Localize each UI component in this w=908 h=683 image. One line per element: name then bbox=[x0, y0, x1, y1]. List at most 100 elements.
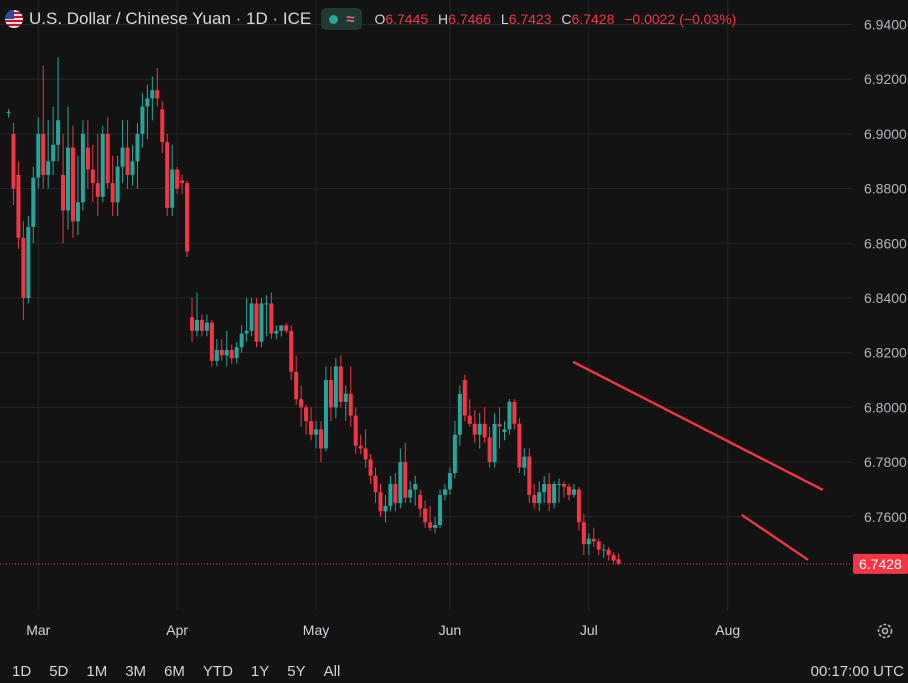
candle bbox=[423, 500, 428, 528]
candle bbox=[274, 325, 279, 340]
candle-body bbox=[190, 317, 195, 331]
candle bbox=[393, 473, 398, 512]
candle bbox=[36, 117, 41, 189]
range-5d[interactable]: 5D bbox=[49, 663, 69, 680]
trendline[interactable] bbox=[572, 361, 824, 491]
candle-body bbox=[175, 169, 180, 189]
month-tick-label: May bbox=[303, 622, 329, 638]
candle bbox=[299, 385, 304, 427]
range-5y[interactable]: 5Y bbox=[287, 663, 306, 680]
candle bbox=[110, 155, 115, 216]
candle-body bbox=[185, 183, 190, 252]
candle-body bbox=[477, 423, 482, 435]
candle bbox=[219, 339, 224, 361]
last-price-badge-bg bbox=[853, 553, 908, 574]
candle-body bbox=[229, 349, 234, 359]
settings-gear-icon[interactable] bbox=[876, 622, 894, 640]
candle-body bbox=[100, 133, 105, 197]
trendlines[interactable] bbox=[572, 361, 824, 561]
candle bbox=[398, 448, 403, 509]
candle-body bbox=[209, 322, 214, 361]
range-ytd[interactable]: YTD bbox=[202, 663, 233, 680]
range-6m[interactable]: 6M bbox=[164, 663, 185, 680]
candle bbox=[130, 144, 135, 186]
candle bbox=[190, 298, 195, 342]
candle bbox=[304, 404, 309, 435]
candle-body bbox=[170, 169, 175, 208]
candle-body bbox=[70, 147, 75, 222]
time-axis[interactable]: Mar Apr May Jun Jul Aug bbox=[26, 622, 740, 638]
candle-body bbox=[294, 371, 299, 400]
candle bbox=[70, 125, 75, 238]
candle bbox=[616, 553, 621, 566]
candle-body bbox=[16, 174, 21, 238]
candle-body bbox=[110, 183, 115, 203]
candle bbox=[26, 215, 31, 304]
range-all[interactable]: All bbox=[323, 663, 341, 680]
candle bbox=[512, 399, 517, 430]
candle-body bbox=[576, 489, 581, 523]
candle bbox=[309, 407, 314, 441]
utc-clock[interactable]: 00:17:00 UTC bbox=[810, 663, 904, 680]
candle bbox=[314, 421, 319, 449]
candle-body bbox=[403, 462, 408, 498]
candle bbox=[566, 483, 571, 501]
candle bbox=[194, 292, 199, 337]
candle bbox=[51, 106, 56, 175]
candle-body bbox=[214, 349, 219, 361]
candle bbox=[229, 344, 234, 364]
candle-body bbox=[299, 399, 304, 408]
candle bbox=[611, 552, 616, 564]
candle bbox=[259, 298, 264, 348]
candle bbox=[591, 527, 596, 547]
candle-body bbox=[90, 169, 95, 184]
candle-body bbox=[447, 473, 452, 490]
candle-body bbox=[606, 549, 611, 556]
candle bbox=[383, 494, 388, 523]
candle bbox=[581, 514, 586, 556]
candle-body bbox=[581, 522, 586, 545]
candle bbox=[557, 478, 562, 504]
candle-body bbox=[338, 366, 343, 402]
candle bbox=[408, 481, 413, 504]
candlestick-series bbox=[6, 57, 621, 566]
candle-body bbox=[199, 319, 204, 331]
candle bbox=[576, 486, 581, 531]
chart-grid bbox=[0, 0, 852, 610]
status-pill[interactable]: ≈ bbox=[321, 8, 363, 30]
last-price-label: 6.7428 bbox=[859, 556, 902, 572]
range-1y[interactable]: 1Y bbox=[250, 663, 270, 680]
candle-body bbox=[423, 508, 428, 523]
range-1m[interactable]: 1M bbox=[86, 663, 108, 680]
symbol-title[interactable]: U.S. Dollar / Chinese Yuan · 1D · ICE bbox=[29, 9, 312, 28]
candle-body bbox=[542, 483, 547, 493]
candle-body bbox=[155, 90, 160, 99]
candle bbox=[279, 325, 284, 337]
candle-body bbox=[333, 366, 338, 408]
price-tick-label: 6.7800 bbox=[864, 454, 907, 470]
candle-body bbox=[378, 492, 383, 512]
candle-body bbox=[487, 437, 492, 463]
candle-body bbox=[418, 494, 423, 509]
candle-body bbox=[492, 423, 497, 463]
low-label: L bbox=[500, 11, 509, 27]
candle bbox=[596, 538, 601, 556]
candle bbox=[199, 314, 204, 337]
range-3m[interactable]: 3M bbox=[125, 663, 147, 680]
price-axis[interactable]: 6.9400 6.9200 6.9000 6.8800 6.8600 6.8400 6.82… bbox=[864, 17, 907, 525]
candle-body bbox=[507, 401, 512, 430]
trendline[interactable] bbox=[741, 514, 809, 561]
range-1d[interactable]: 1D bbox=[12, 663, 32, 680]
candle bbox=[85, 120, 90, 189]
candle bbox=[284, 322, 289, 334]
candle-body bbox=[21, 237, 26, 298]
candle bbox=[482, 407, 487, 443]
candle-body bbox=[318, 429, 323, 449]
candle-body bbox=[398, 462, 403, 504]
candle-body bbox=[180, 180, 185, 184]
candle bbox=[542, 475, 547, 504]
candle bbox=[90, 144, 95, 203]
candle-body bbox=[194, 319, 199, 331]
candle bbox=[552, 481, 557, 509]
